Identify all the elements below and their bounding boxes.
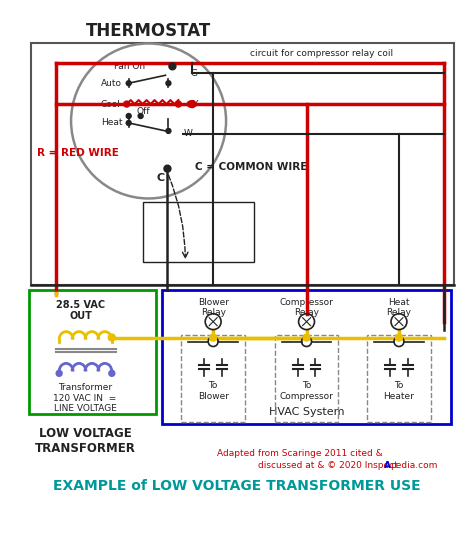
Circle shape [109,334,115,341]
Text: THERMOSTAT: THERMOSTAT [86,22,211,39]
Circle shape [395,334,402,341]
Circle shape [169,63,176,70]
Text: Adapted from Scaringe 2011 cited &: Adapted from Scaringe 2011 cited & [217,449,383,458]
Bar [163,290,451,424]
Circle shape [189,101,196,108]
Text: 28.5 VAC
OUT: 28.5 VAC OUT [56,300,106,321]
Circle shape [164,165,171,172]
Text: To
Heater: To Heater [383,381,414,401]
Text: Auto: Auto [101,78,122,88]
Circle shape [187,101,193,107]
Circle shape [56,371,62,377]
Circle shape [109,371,115,377]
Circle shape [138,114,143,118]
Text: Heat
Relay: Heat Relay [386,298,411,317]
Bar [29,290,155,414]
Text: Cool: Cool [101,100,121,109]
Circle shape [126,121,131,126]
Circle shape [124,101,130,107]
Text: R: R [151,219,159,228]
Text: R = RED WIRE: R = RED WIRE [37,148,119,158]
Text: Transformer
120 VAC IN  =
LINE VOLTAGE: Transformer 120 VAC IN = LINE VOLTAGE [54,383,117,413]
Circle shape [175,101,182,107]
Text: EXAMPLE of LOW VOLTAGE TRANSFORMER USE: EXAMPLE of LOW VOLTAGE TRANSFORMER USE [53,479,421,493]
Circle shape [126,81,131,85]
Text: Y: Y [192,100,198,109]
Bar [143,202,254,262]
Text: G: G [190,69,197,78]
Text: to C: to C [157,219,183,228]
Circle shape [166,81,171,85]
Text: To
Compressor: To Compressor [280,381,334,401]
Text: provides power: provides power [158,228,238,238]
Text: A: A [384,461,391,470]
Text: W: W [183,129,192,138]
Text: To
Blower: To Blower [198,381,228,401]
Text: Fan On: Fan On [114,62,145,71]
Text: pedia.com: pedia.com [390,461,438,470]
Text: Compressor
Relay: Compressor Relay [280,298,334,317]
Text: Thermostat: Thermostat [168,248,228,258]
Bar [31,43,454,285]
Text: Off: Off [137,107,150,116]
Text: to the: to the [183,238,214,248]
Circle shape [303,334,310,341]
Text: HVAC System: HVAC System [269,407,344,417]
Text: Blower
Relay: Blower Relay [198,298,228,317]
Text: C = COMMON WIRE: C = COMMON WIRE [195,162,308,171]
Bar [367,334,431,422]
Circle shape [166,128,171,134]
Bar [182,334,245,422]
Text: discussed at & © 2020 Inspect: discussed at & © 2020 Inspect [258,461,398,470]
Circle shape [126,114,131,118]
Text: LOW VOLTAGE
TRANSFORMER: LOW VOLTAGE TRANSFORMER [35,427,136,455]
Text: circuit for compressor relay coil: circuit for compressor relay coil [250,49,393,58]
Text: Heat: Heat [101,118,122,128]
Circle shape [210,334,217,341]
Text: C: C [156,173,164,183]
Bar [275,334,338,422]
